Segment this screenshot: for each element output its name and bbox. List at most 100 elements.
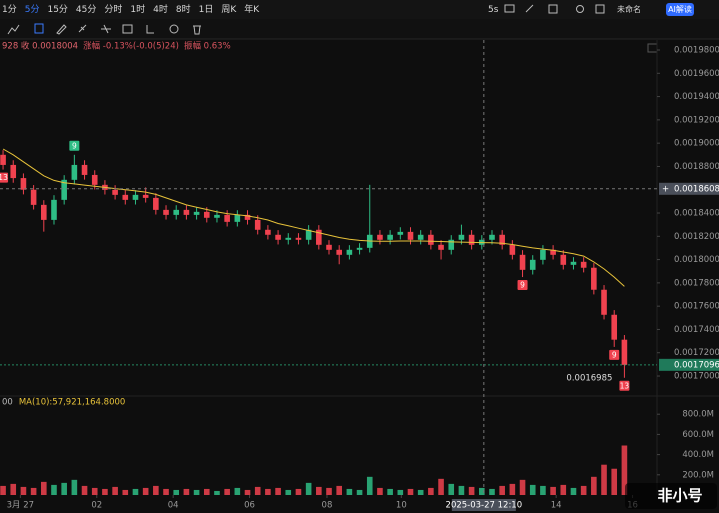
y-tick-label: 0.0017600 [674,302,719,312]
tool-icon[interactable] [122,24,133,34]
x-tick-label: 14 [551,501,562,511]
interval[interactable]: 5s [488,5,499,15]
candle-body [346,249,353,255]
volume-bar [346,488,353,495]
y-tick-label: 0.0019000 [674,139,719,149]
tool-icon[interactable] [101,24,111,34]
y-tick-label: 0.0019800 [674,46,719,56]
volume-bar [234,487,241,495]
volume-bar [468,486,475,495]
info-text: 涨幅 -0.13%(-0.0(5)24) [83,41,179,52]
timeframe[interactable]: 周K [221,4,237,15]
timeframes: 1分 5分 15分 45分 分时 1时 4时 8时 1日 周K 年K 5s 未命名 AI解读 [2,3,692,15]
volume-bar [30,487,37,495]
timeframe[interactable]: 分时 [104,3,122,15]
volume-bar [295,488,302,495]
tool-icon[interactable] [504,4,515,13]
candle-body [621,339,628,365]
volume-tick-label: 400.0M [682,450,714,460]
tool-icons [7,4,658,53]
volume-bar [591,476,597,495]
signal-badge [619,380,630,391]
candle-body [122,194,129,200]
candle-body [591,267,597,290]
candle-body [10,164,17,179]
volume-bar [529,484,536,495]
volume-bar [316,486,322,495]
candle-body [275,234,281,240]
y-tick-label: 0.0019400 [674,92,719,102]
crosshair-plus: + [662,184,669,194]
volume-bar [417,489,424,495]
volume-bar [489,488,495,495]
candle-body [387,234,393,240]
timeframe[interactable]: 1时 [130,3,145,15]
last-price-tag [659,358,719,371]
volume-bar [285,489,292,495]
tool-icon[interactable] [169,24,179,34]
candle-body [448,239,455,250]
tool-icon[interactable] [548,4,558,14]
timeframe[interactable]: 年K [244,3,260,15]
candle-body [91,174,98,185]
tool-icon[interactable] [7,24,20,35]
volume-bar [305,482,312,495]
volume-bar [91,487,98,495]
volume-bar [254,486,261,495]
timeframe[interactable]: 45分 [76,4,96,15]
volume-bar [224,488,230,495]
timeframe[interactable]: 1日 [199,4,214,15]
ai-button[interactable] [666,3,694,16]
volume-bar [438,478,444,495]
candle-body [489,234,495,240]
volume-bar [621,445,628,495]
watermark-bg [625,483,717,509]
volume-bar [265,488,271,495]
candle-body [20,178,27,190]
tool-icon[interactable] [525,4,534,13]
candle-body [305,229,312,240]
candle-body [570,261,577,265]
ma-line [2,148,625,287]
volume-legend: MA(10):57,921,164.8000 [19,398,125,408]
tool-icon[interactable] [576,5,584,13]
volume-bar [112,486,118,495]
volume-bar [163,488,169,495]
volume-bar [193,489,200,495]
tool-icon[interactable] [78,24,87,33]
candle-body [203,211,210,218]
candle-body [254,219,261,230]
signal-label: 9 [612,350,617,359]
volume-bar [81,485,88,495]
y-tick-label: 0.0018000 [674,255,719,265]
layout-name[interactable]: 未命名 [617,4,641,14]
timeframe[interactable]: 5分 [25,4,40,15]
signal-label: 9 [72,141,77,150]
tool-icon[interactable] [34,23,44,34]
candle-body [244,214,251,220]
candle-body [316,229,322,245]
volume-bar [397,489,404,495]
volume-bar [387,488,393,495]
volume-bar [10,483,17,495]
volume-bar [275,487,281,495]
volume-bar [183,488,190,495]
tool-icon[interactable] [56,24,67,35]
timeframe[interactable]: 1分 [2,4,17,15]
candle-body [0,154,6,165]
signal-label: 13 [620,381,630,390]
timeframe[interactable]: 4时 [153,3,168,15]
candle-body [193,211,200,215]
tool-icon[interactable] [595,4,605,14]
signal-label: 9 [520,281,525,290]
timeframe[interactable]: 15分 [47,4,67,15]
crosshair-price-label: 0.0018608 [674,184,719,194]
timeframe[interactable]: 8时 [176,3,191,15]
tool-icon[interactable] [193,25,201,35]
candle-body [601,289,607,315]
tool-icon[interactable] [146,25,154,34]
signal-badge [69,140,80,151]
volume-bar [509,483,516,495]
signal-badge [609,349,620,360]
volume-bar [0,485,6,495]
